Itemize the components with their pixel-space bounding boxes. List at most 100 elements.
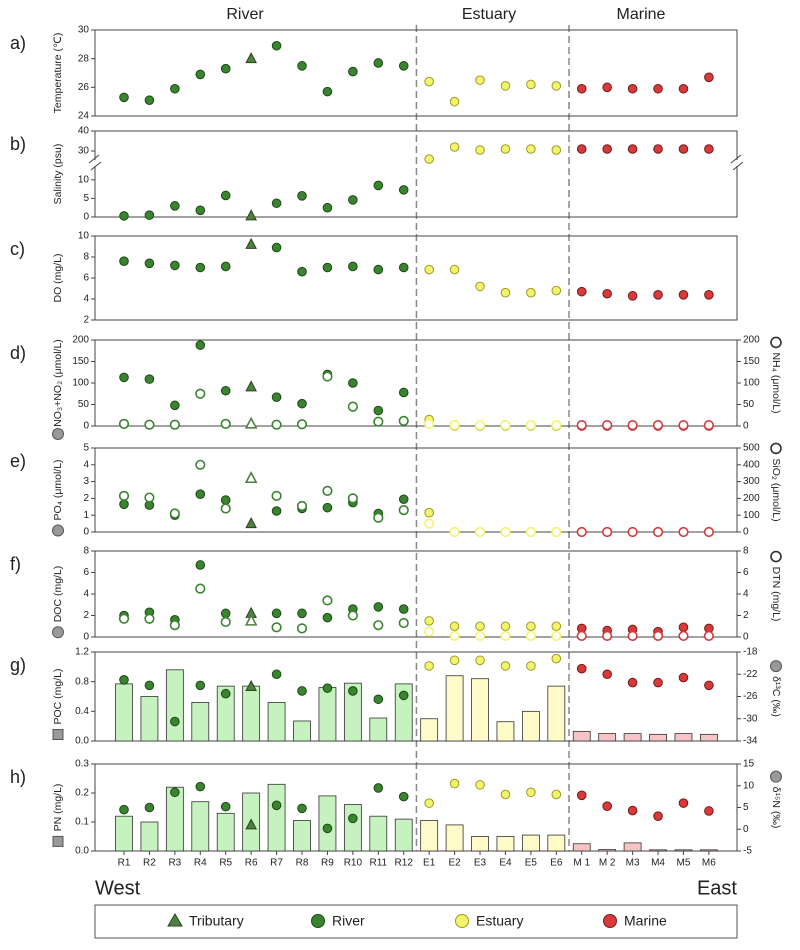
bar bbox=[115, 683, 133, 742]
bar bbox=[521, 710, 540, 742]
circle-marker bbox=[170, 201, 180, 211]
circle-marker bbox=[296, 623, 308, 634]
x-tick-label: E1 bbox=[423, 858, 436, 869]
circle-marker bbox=[678, 622, 689, 633]
legend-label: Marine bbox=[624, 913, 667, 929]
circle-marker bbox=[602, 630, 613, 642]
circle-marker bbox=[526, 621, 536, 632]
circle-marker bbox=[678, 144, 689, 154]
circle-marker bbox=[195, 340, 206, 350]
y2-axis-label: SiO₂ (μmol/L) bbox=[770, 458, 782, 521]
bar bbox=[318, 687, 337, 742]
circle-marker bbox=[474, 630, 486, 642]
circle-marker bbox=[449, 142, 460, 152]
circle-marker bbox=[220, 385, 231, 396]
circle-marker bbox=[373, 264, 384, 275]
circle-marker bbox=[678, 290, 689, 300]
bar bbox=[191, 702, 210, 742]
circle-marker bbox=[398, 791, 409, 802]
bar bbox=[293, 820, 311, 852]
circle-marker bbox=[704, 144, 714, 154]
circle-marker bbox=[119, 211, 129, 221]
y-tick-label: 10 bbox=[78, 231, 90, 242]
circle-marker bbox=[322, 612, 333, 623]
y-axis-label: POC (mg/L) bbox=[52, 668, 64, 724]
circle-marker bbox=[424, 626, 435, 637]
circle-marker bbox=[373, 512, 384, 523]
circle-marker bbox=[704, 680, 714, 691]
y2-tick-label: 0 bbox=[743, 527, 749, 538]
bar bbox=[649, 849, 667, 852]
y2-tick-label: 4 bbox=[743, 589, 749, 600]
circle-marker bbox=[170, 400, 180, 411]
y2-tick-label: 6 bbox=[743, 567, 749, 578]
y-tick-label: 0 bbox=[83, 421, 89, 432]
circle-marker bbox=[271, 242, 282, 253]
y2-tick-label: 0 bbox=[743, 421, 749, 432]
circle-marker bbox=[551, 621, 562, 632]
circle-marker bbox=[678, 420, 689, 431]
bar bbox=[445, 675, 464, 742]
circle-marker bbox=[424, 798, 434, 808]
y2-tick-label: 50 bbox=[743, 399, 755, 410]
x-tick-label: M5 bbox=[677, 858, 691, 869]
axis-break-gap bbox=[734, 160, 740, 166]
y2-tick-label: 15 bbox=[743, 759, 755, 770]
bar bbox=[547, 685, 566, 742]
circle-marker bbox=[398, 61, 409, 71]
circle-marker bbox=[271, 800, 282, 811]
panel-label: g) bbox=[10, 655, 26, 675]
circle-marker bbox=[627, 805, 638, 816]
circle-marker bbox=[449, 630, 460, 642]
bar bbox=[394, 683, 413, 742]
y-tick-label: 28 bbox=[78, 53, 90, 64]
x-tick-label: R3 bbox=[168, 858, 181, 869]
circle-marker bbox=[322, 262, 333, 273]
y-tick-label: 100 bbox=[72, 378, 89, 389]
bar bbox=[420, 718, 439, 742]
x-tick-label: R7 bbox=[270, 858, 283, 869]
circle-marker bbox=[348, 686, 358, 696]
axis-break bbox=[88, 154, 100, 164]
circle-marker bbox=[220, 608, 231, 619]
circle-marker bbox=[424, 518, 435, 529]
circle-marker bbox=[297, 191, 307, 201]
triangle-marker bbox=[245, 52, 257, 64]
circle-marker bbox=[526, 287, 536, 298]
bar bbox=[699, 849, 718, 852]
circle-marker bbox=[296, 500, 308, 512]
y-tick-label: 6 bbox=[83, 567, 89, 578]
circle-marker bbox=[449, 420, 460, 431]
x-tick-label: M 2 bbox=[599, 858, 616, 869]
circle-marker bbox=[118, 418, 130, 429]
y-axis-label: Salinity (psu) bbox=[52, 144, 64, 205]
y-tick-label: 5 bbox=[83, 193, 89, 204]
circle-marker bbox=[704, 72, 714, 83]
circle-marker bbox=[398, 690, 409, 701]
y2-tick-label: 100 bbox=[743, 378, 760, 389]
circle-marker bbox=[602, 82, 612, 93]
circle-marker bbox=[526, 79, 536, 90]
circle-marker bbox=[348, 378, 358, 388]
y2-axis-label: δ¹⁵N (‰) bbox=[770, 787, 782, 829]
panel-label: f) bbox=[10, 554, 21, 574]
circle-marker bbox=[500, 144, 511, 154]
y2-tick-label: 2 bbox=[743, 610, 749, 621]
circle-marker bbox=[347, 493, 358, 504]
circle-marker bbox=[678, 630, 689, 642]
y-tick-label: 6 bbox=[83, 273, 89, 284]
circle-marker bbox=[576, 790, 587, 801]
y2-tick-label: 8 bbox=[743, 546, 749, 557]
y-tick-label: 0 bbox=[83, 632, 89, 643]
circle-marker bbox=[347, 610, 358, 621]
circle-marker bbox=[118, 490, 130, 501]
x-tick-label: R11 bbox=[369, 858, 387, 869]
circle-marker bbox=[602, 144, 612, 154]
y-axis-label: DO (mg/L) bbox=[52, 253, 64, 302]
circle-marker bbox=[475, 655, 485, 666]
x-tick-label: R4 bbox=[194, 858, 207, 869]
circle-marker bbox=[653, 811, 663, 822]
legend-marker bbox=[311, 914, 325, 928]
bar bbox=[572, 730, 591, 742]
bar bbox=[394, 818, 413, 852]
